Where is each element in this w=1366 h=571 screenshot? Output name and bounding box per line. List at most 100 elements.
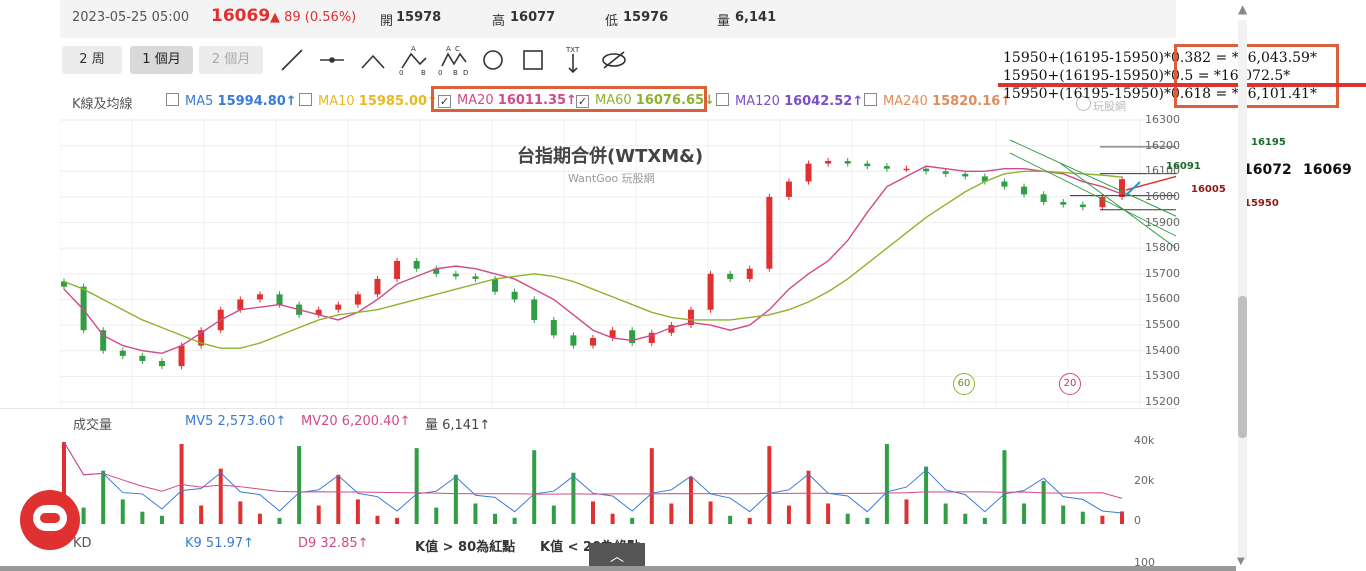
volume-bar[interactable] — [395, 517, 400, 524]
volume-bar[interactable] — [493, 513, 498, 524]
candle[interactable] — [609, 330, 616, 338]
candle[interactable] — [1060, 202, 1067, 205]
volume-bar[interactable] — [943, 503, 948, 525]
candle[interactable] — [962, 173, 969, 177]
ma240-toggle[interactable]: MA240 15820.16↑ — [864, 93, 1011, 109]
abcd-pattern-icon[interactable] — [401, 52, 427, 69]
candle[interactable] — [139, 355, 146, 361]
volume-bar[interactable] — [1041, 480, 1046, 524]
period-2m-button[interactable]: 2 個月 — [199, 46, 263, 74]
volume-bar[interactable] — [277, 517, 282, 524]
candle[interactable] — [805, 163, 812, 182]
candle[interactable] — [315, 309, 322, 315]
volume-bar[interactable] — [649, 448, 654, 524]
volume-bar[interactable] — [375, 515, 380, 524]
volume-bar[interactable] — [512, 517, 517, 524]
candle[interactable] — [100, 330, 107, 351]
volume-bar[interactable] — [884, 444, 889, 524]
volume-bar[interactable] — [551, 505, 556, 524]
candle[interactable] — [648, 332, 655, 344]
line-tool-icon[interactable] — [281, 49, 303, 71]
candle[interactable] — [942, 171, 949, 174]
period-1m-button[interactable]: 1 個月 — [130, 46, 193, 74]
candle[interactable] — [394, 261, 401, 279]
candle[interactable] — [413, 261, 420, 269]
candle[interactable] — [1021, 186, 1028, 195]
volume-bar[interactable] — [747, 517, 752, 524]
candle[interactable] — [923, 168, 930, 172]
volume-bar[interactable] — [218, 468, 223, 524]
vertical-scrollbar-track[interactable] — [1238, 20, 1247, 560]
trend-channel-line[interactable] — [1009, 152, 1176, 238]
volume-bar[interactable] — [1120, 511, 1124, 524]
ma60-toggle[interactable]: MA60 16076.65↓ — [576, 93, 715, 108]
ma5-checkbox[interactable] — [166, 93, 179, 106]
trend-channel-line[interactable] — [1059, 162, 1176, 249]
volume-bar[interactable] — [257, 513, 262, 524]
candle[interactable] — [335, 304, 342, 310]
volume-bar[interactable] — [708, 501, 713, 524]
candle[interactable] — [883, 166, 890, 169]
volume-bar[interactable] — [982, 517, 987, 524]
candle[interactable] — [178, 345, 185, 367]
volume-bar[interactable] — [532, 450, 537, 524]
candle[interactable] — [492, 278, 499, 292]
volume-bar[interactable] — [1100, 515, 1105, 524]
volume-bar[interactable] — [1022, 503, 1027, 525]
ma20-marker[interactable]: 20 — [1059, 373, 1081, 395]
candle[interactable] — [237, 299, 244, 310]
hline-tool-icon[interactable] — [320, 57, 344, 63]
candle[interactable] — [531, 299, 538, 320]
volume-bar[interactable] — [904, 499, 909, 524]
volume-bar[interactable] — [669, 503, 674, 525]
candle[interactable] — [472, 276, 479, 279]
circle-tool-icon[interactable] — [483, 50, 503, 70]
volume-bar[interactable] — [826, 503, 831, 525]
ma5-toggle[interactable]: MA5 15994.80↑ — [166, 93, 297, 109]
text-tool-icon[interactable] — [568, 54, 578, 74]
volume-bar[interactable] — [610, 513, 615, 524]
candle[interactable] — [707, 273, 714, 310]
price-chart[interactable] — [60, 118, 1176, 408]
volume-bar[interactable] — [963, 513, 968, 524]
volume-chart[interactable] — [60, 438, 1176, 526]
candle[interactable] — [668, 325, 675, 333]
candle[interactable] — [61, 281, 67, 287]
volume-bar[interactable] — [786, 505, 791, 524]
volume-bar[interactable] — [355, 499, 360, 524]
vertical-scrollbar-thumb[interactable] — [1238, 296, 1247, 438]
rect-tool-icon[interactable] — [523, 50, 543, 70]
volume-bar[interactable] — [62, 442, 66, 524]
trend-channel-line[interactable] — [1009, 139, 1176, 218]
volume-bar[interactable] — [571, 472, 576, 524]
hide-drawings-icon[interactable] — [602, 51, 626, 69]
volume-bar[interactable] — [845, 513, 850, 524]
volume-bar[interactable] — [924, 466, 929, 524]
candle[interactable] — [119, 350, 126, 356]
candle[interactable] — [687, 309, 694, 326]
ma20-checkbox[interactable] — [438, 95, 451, 108]
candle[interactable] — [198, 330, 205, 346]
volume-bar[interactable] — [316, 505, 321, 524]
candle[interactable] — [864, 163, 871, 167]
candle[interactable] — [158, 360, 165, 367]
candle[interactable] — [1079, 204, 1086, 208]
volume-bar[interactable] — [1061, 505, 1066, 524]
candle[interactable] — [80, 286, 87, 331]
candle[interactable] — [825, 161, 832, 164]
candle[interactable] — [746, 268, 753, 279]
candle[interactable] — [629, 330, 636, 344]
candle[interactable] — [354, 294, 361, 305]
candle[interactable] — [276, 294, 283, 305]
candle[interactable] — [727, 273, 734, 279]
volume-bar[interactable] — [767, 446, 772, 524]
candle[interactable] — [590, 337, 596, 346]
volume-bar[interactable] — [591, 501, 595, 524]
candle[interactable] — [903, 168, 910, 171]
volume-bar[interactable] — [414, 448, 419, 524]
wave-pattern-icon[interactable] — [441, 52, 467, 67]
volume-bar[interactable] — [336, 474, 341, 524]
candle[interactable] — [844, 161, 851, 164]
scroll-down-icon[interactable]: ▼ — [1237, 556, 1245, 567]
candle[interactable] — [1119, 179, 1125, 197]
